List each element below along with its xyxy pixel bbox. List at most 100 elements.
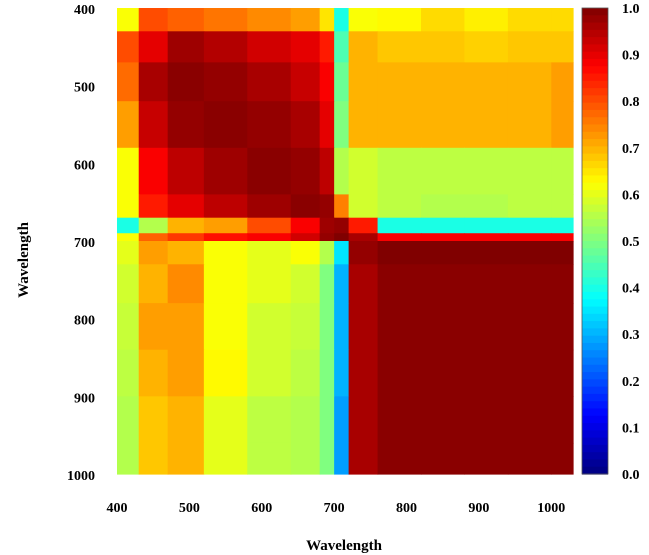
- heatmap-cell: [203, 217, 248, 234]
- heatmap-cell: [117, 147, 140, 195]
- heatmap-cell: [421, 194, 466, 219]
- colorbar-segment: [582, 175, 608, 184]
- heatmap-cell: [334, 101, 350, 149]
- colorbar-segment: [582, 66, 608, 75]
- heatmap-cell: [551, 62, 574, 102]
- heatmap-cell: [138, 101, 169, 149]
- colorbar-segment: [582, 197, 608, 206]
- colorbar-segment: [582, 335, 608, 344]
- heatmap-cell: [203, 303, 248, 351]
- colorbar-segment: [582, 226, 608, 235]
- colorbar-segment: [582, 168, 608, 177]
- heatmap-cell: [203, 8, 248, 32]
- colorbar-tick-label: 0.1: [622, 421, 640, 436]
- heatmap-cell: [138, 62, 169, 102]
- y-tick-label: 600: [74, 158, 95, 173]
- heatmap-cell: [290, 264, 321, 304]
- heatmap-cell: [138, 241, 169, 265]
- heatmap-cell: [247, 62, 292, 102]
- colorbar-segment: [582, 386, 608, 395]
- colorbar-ticks: 0.0 0.1 0.2 0.3 0.4 0.5 0.6 0.7 0.8 0.9 1.0: [622, 2, 640, 483]
- colorbar-segment: [582, 313, 608, 322]
- colorbar-segment: [582, 277, 608, 286]
- colorbar-segment: [582, 466, 608, 475]
- heatmap-cell: [464, 233, 509, 242]
- heatmap-cell: [319, 396, 335, 444]
- heatmap-cell: [167, 241, 205, 265]
- y-axis-ticks: 400 500 600 700 800 900 1000: [67, 3, 95, 484]
- heatmap-cell: [507, 442, 552, 475]
- colorbar-segment: [582, 182, 608, 191]
- heatmap-cell: [464, 264, 509, 304]
- colorbar-segment: [582, 219, 608, 228]
- heatmap-cell: [290, 442, 321, 475]
- colorbar-segment: [582, 44, 608, 53]
- colorbar-tick-label: 0.9: [622, 49, 640, 64]
- y-tick-label: 400: [74, 3, 95, 18]
- heatmap-cell: [117, 233, 140, 242]
- colorbar-segment: [582, 342, 608, 351]
- x-tick-label: 700: [324, 501, 345, 516]
- colorbar-segment: [582, 139, 608, 147]
- heatmap-cell: [348, 217, 379, 234]
- heatmap-cell: [377, 241, 422, 265]
- colorbar-segment: [582, 15, 608, 24]
- colorbar-tick-label: 0.5: [622, 235, 640, 250]
- heatmap-cell: [348, 241, 379, 265]
- heatmap-cell: [319, 349, 335, 397]
- x-tick-label: 800: [396, 501, 417, 516]
- colorbar-segment: [582, 109, 608, 118]
- heatmap-cell: [507, 264, 552, 304]
- heatmap-cell: [377, 147, 422, 195]
- colorbar-tick-label: 0.7: [622, 142, 640, 157]
- heatmap-cell: [348, 349, 379, 397]
- heatmap-cell: [247, 349, 292, 397]
- heatmap-cell: [334, 442, 350, 475]
- colorbar-segment: [582, 58, 608, 67]
- heatmap-cell: [247, 241, 292, 265]
- heatmap-cell: [507, 233, 552, 242]
- heatmap-cell: [377, 31, 422, 63]
- heatmap-cell: [138, 233, 169, 242]
- colorbar-segment: [582, 73, 608, 82]
- heatmap-cell: [507, 101, 552, 149]
- colorbar-segment: [582, 211, 608, 220]
- colorbar-tick-label: 0.4: [622, 282, 640, 297]
- x-tick-label: 400: [107, 501, 128, 516]
- heatmap-cell: [167, 31, 205, 63]
- heatmap-cell: [167, 217, 205, 234]
- heatmap-cell: [319, 62, 335, 102]
- colorbar-segment: [582, 102, 608, 111]
- y-tick-label: 900: [74, 391, 95, 406]
- heatmap-cell: [167, 264, 205, 304]
- heatmap-cell: [290, 349, 321, 397]
- colorbar-segment: [582, 437, 608, 446]
- heatmap-cell: [464, 349, 509, 397]
- colorbar-segment: [582, 379, 608, 388]
- heatmap-cell: [507, 303, 552, 351]
- y-tick-label: 800: [74, 314, 95, 329]
- heatmap-cell: [247, 147, 292, 195]
- heatmap-cell: [334, 217, 350, 234]
- heatmap-cell: [551, 442, 574, 475]
- heatmap-cell: [377, 62, 422, 102]
- colorbar-segment: [582, 299, 608, 308]
- colorbar-tick-label: 1.0: [622, 2, 640, 17]
- heatmap-cell: [421, 31, 466, 63]
- heatmap-cell: [348, 442, 379, 475]
- heatmap-cell: [117, 101, 140, 149]
- heatmap-cell: [551, 233, 574, 242]
- heatmap-cell: [117, 396, 140, 444]
- heatmap-cell: [551, 31, 574, 63]
- heatmap-cell: [247, 8, 292, 32]
- colorbar-segment: [582, 255, 608, 264]
- colorbar-segment: [582, 160, 608, 169]
- heatmap-cell: [464, 31, 509, 63]
- colorbar-segment: [582, 459, 608, 468]
- colorbar-segment: [582, 415, 608, 424]
- heatmap-cell: [138, 303, 169, 351]
- heatmap-cell: [203, 31, 248, 63]
- colorbar-segment: [582, 321, 608, 329]
- heatmap-cell: [464, 303, 509, 351]
